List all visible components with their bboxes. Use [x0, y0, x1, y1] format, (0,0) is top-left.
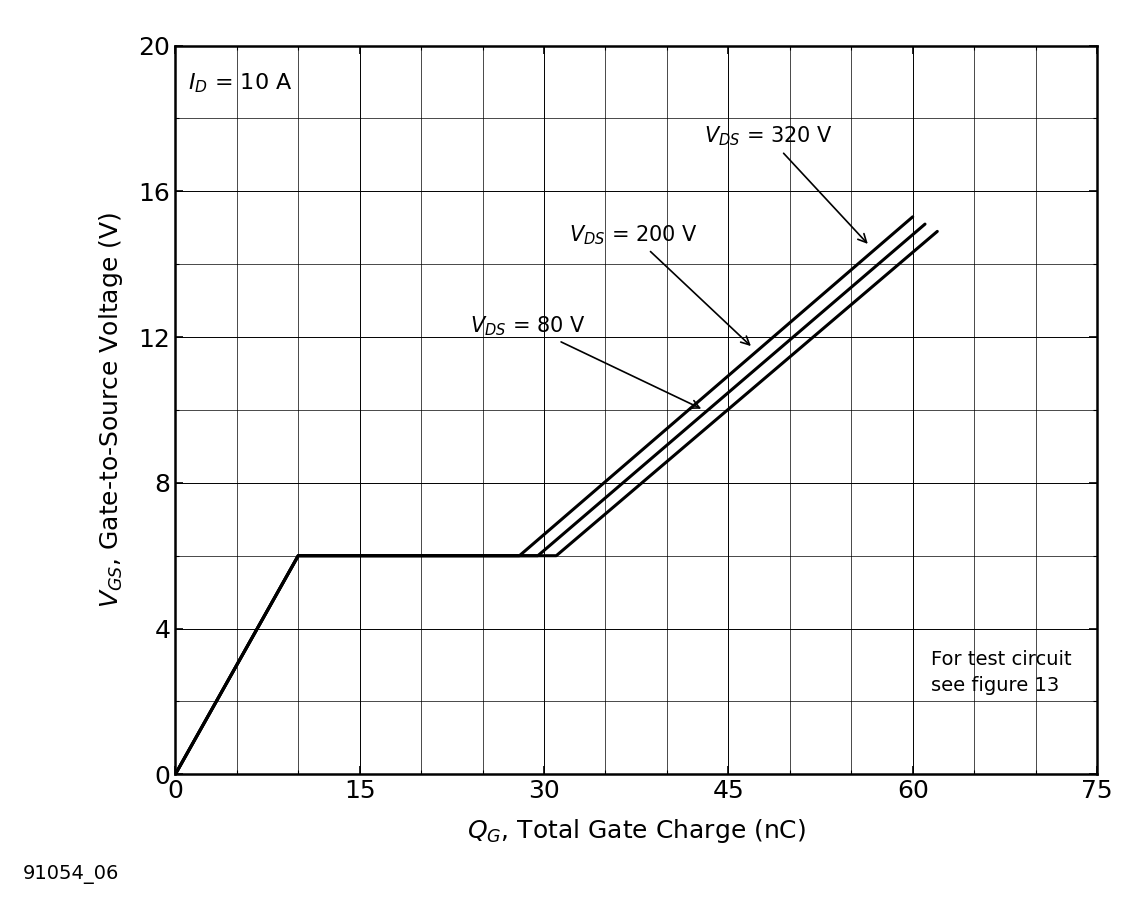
- Y-axis label: $V_{GS}$, Gate-to-Source Voltage (V): $V_{GS}$, Gate-to-Source Voltage (V): [96, 212, 124, 608]
- Text: $V_{DS}$ = 200 V: $V_{DS}$ = 200 V: [569, 223, 750, 345]
- Text: 91054_06: 91054_06: [23, 865, 119, 884]
- Text: $V_{DS}$ = 80 V: $V_{DS}$ = 80 V: [470, 314, 700, 408]
- X-axis label: $Q_G$, Total Gate Charge (nC): $Q_G$, Total Gate Charge (nC): [467, 817, 805, 845]
- Text: $I_D$ = 10 A: $I_D$ = 10 A: [188, 71, 292, 95]
- Text: $V_{DS}$ = 320 V: $V_{DS}$ = 320 V: [703, 125, 866, 242]
- Text: For test circuit
see figure 13: For test circuit see figure 13: [931, 650, 1072, 695]
